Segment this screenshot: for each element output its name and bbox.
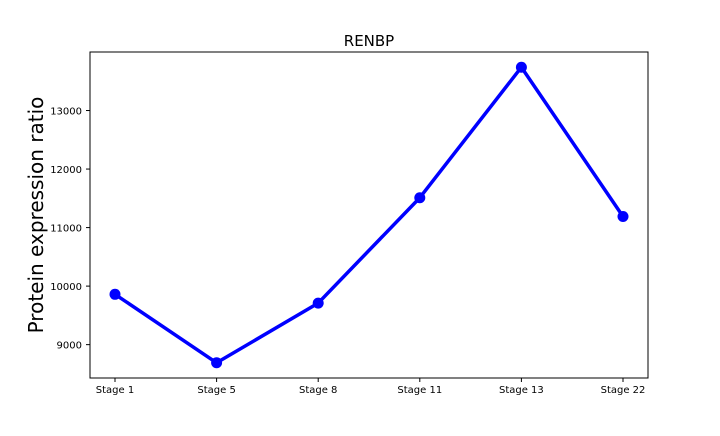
series-line bbox=[113, 65, 625, 365]
y-axis-label: Protein expression ratio bbox=[24, 97, 48, 334]
y-tick-label: 9000 bbox=[57, 341, 82, 352]
x-tick-label: Stage 22 bbox=[601, 385, 646, 396]
x-tick-label: Stage 8 bbox=[299, 385, 337, 396]
x-tick-label: Stage 1 bbox=[96, 385, 134, 396]
data-point bbox=[617, 210, 629, 222]
y-tick-label: 13000 bbox=[50, 107, 82, 118]
plot-frame bbox=[89, 51, 649, 379]
y-tick-label: 10000 bbox=[50, 282, 82, 293]
x-tick-label: Stage 5 bbox=[197, 385, 235, 396]
x-tick-label: Stage 11 bbox=[397, 385, 442, 396]
plot-area: 9000 10000 11000 12000 13000 Stage 1 Stage 5 St… bbox=[50, 51, 649, 396]
data-point bbox=[312, 297, 324, 309]
x-tick-label: Stage 13 bbox=[499, 385, 544, 396]
y-tick-label: 11000 bbox=[50, 224, 82, 235]
data-point bbox=[515, 61, 527, 73]
data-point bbox=[414, 192, 426, 204]
data-point bbox=[109, 288, 121, 300]
chart-title: RENBP bbox=[344, 32, 394, 50]
data-point bbox=[211, 357, 223, 369]
y-tick-label: 12000 bbox=[50, 165, 82, 176]
